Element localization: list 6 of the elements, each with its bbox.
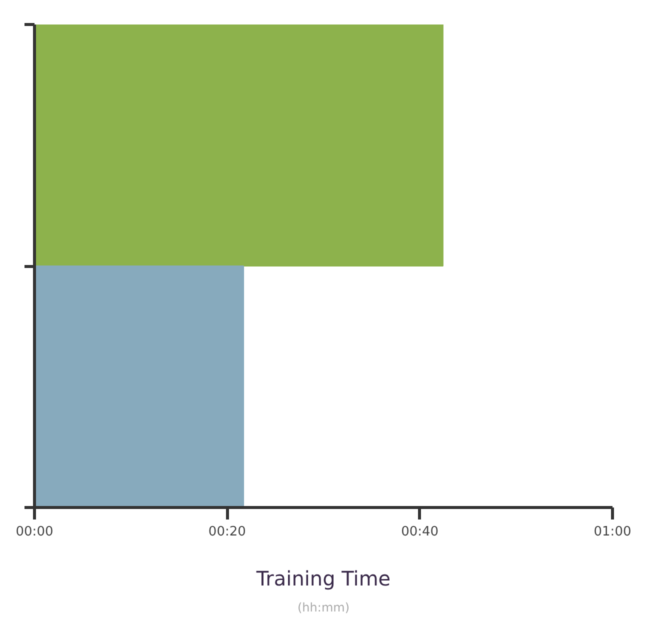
- x-tick-label: 00:00: [16, 524, 54, 540]
- x-tick-label: 00:20: [208, 524, 246, 540]
- x-tick-label: 01:00: [594, 524, 632, 540]
- text: (hh:mm): [298, 600, 350, 614]
- x-tick-label: 00:40: [401, 524, 439, 540]
- x-axis-title: Training Time: [255, 566, 391, 590]
